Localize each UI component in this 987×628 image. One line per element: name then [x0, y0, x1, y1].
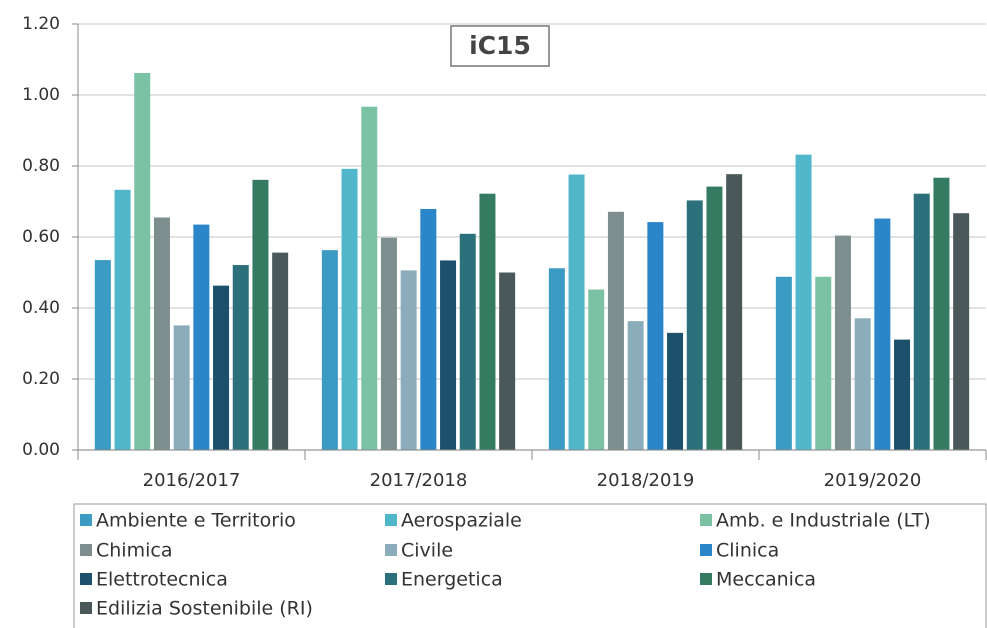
bar [874, 218, 891, 450]
bar [627, 321, 644, 450]
legend-swatch [80, 602, 92, 614]
bar [400, 270, 417, 450]
bar [459, 233, 476, 450]
bar [193, 224, 210, 450]
legend-label: Amb. e Industriale (LT) [716, 510, 931, 532]
bar [153, 217, 170, 450]
y-tick-label: 0.00 [22, 440, 60, 460]
legend-label: Chimica [96, 540, 172, 562]
bar [173, 325, 190, 450]
legend-label: Energetica [401, 569, 503, 591]
title-box [450, 25, 550, 67]
legend-label: Aerospaziale [401, 510, 522, 532]
bar [272, 252, 289, 450]
bar [795, 154, 812, 450]
y-tick-label: 0.60 [22, 227, 60, 247]
legend-swatch [385, 514, 397, 526]
x-tick-label: 2019/2020 [824, 470, 922, 491]
y-tick-label: 1.00 [22, 85, 60, 105]
legend-swatch [80, 573, 92, 585]
legend-label: Meccanica [716, 569, 816, 591]
bar [232, 265, 249, 450]
bar [933, 177, 950, 450]
legend-swatch [700, 573, 712, 585]
bar [213, 285, 230, 450]
legend-swatch [385, 573, 397, 585]
x-tick-label: 2017/2018 [370, 470, 468, 491]
bar [726, 174, 743, 451]
bar [647, 222, 664, 450]
y-tick-label: 1.20 [22, 14, 60, 34]
legend-label: Ambiente e Territorio [96, 510, 296, 532]
bar [686, 200, 703, 450]
bar [568, 174, 585, 450]
bar [548, 268, 565, 450]
legend-label: Civile [401, 540, 453, 562]
bar [114, 189, 131, 450]
bar [775, 276, 792, 450]
bar [440, 260, 457, 450]
bar [834, 235, 851, 450]
bar [361, 106, 378, 450]
y-tick-label: 0.20 [22, 369, 60, 389]
bar [913, 193, 930, 450]
bar [854, 318, 871, 450]
legend-swatch [700, 544, 712, 556]
legend-label: Edilizia Sostenibile (RI) [96, 598, 313, 620]
bar [321, 250, 338, 450]
bar [499, 272, 516, 450]
legend-box [73, 503, 987, 628]
legend-label: Clinica [716, 540, 779, 562]
x-tick-label: 2018/2019 [597, 470, 695, 491]
bar [667, 332, 684, 450]
bar [706, 186, 723, 450]
bar [420, 208, 437, 450]
legend-swatch [80, 544, 92, 556]
bar [607, 211, 624, 450]
bar [94, 260, 111, 450]
bar [894, 339, 911, 450]
bar [479, 193, 496, 450]
bar [588, 289, 605, 450]
bar [380, 237, 397, 450]
bar [953, 213, 970, 450]
legend-swatch [700, 514, 712, 526]
chart-title: iC15 [469, 31, 531, 60]
y-tick-label: 0.80 [22, 156, 60, 176]
bar [134, 72, 151, 451]
bar [815, 276, 832, 450]
x-tick-label: 2016/2017 [143, 470, 241, 491]
bar [252, 179, 269, 450]
y-tick-label: 0.40 [22, 298, 60, 318]
legend-swatch [385, 544, 397, 556]
legend-swatch [80, 514, 92, 526]
bar [341, 168, 358, 450]
legend-label: Elettrotecnica [96, 569, 228, 591]
